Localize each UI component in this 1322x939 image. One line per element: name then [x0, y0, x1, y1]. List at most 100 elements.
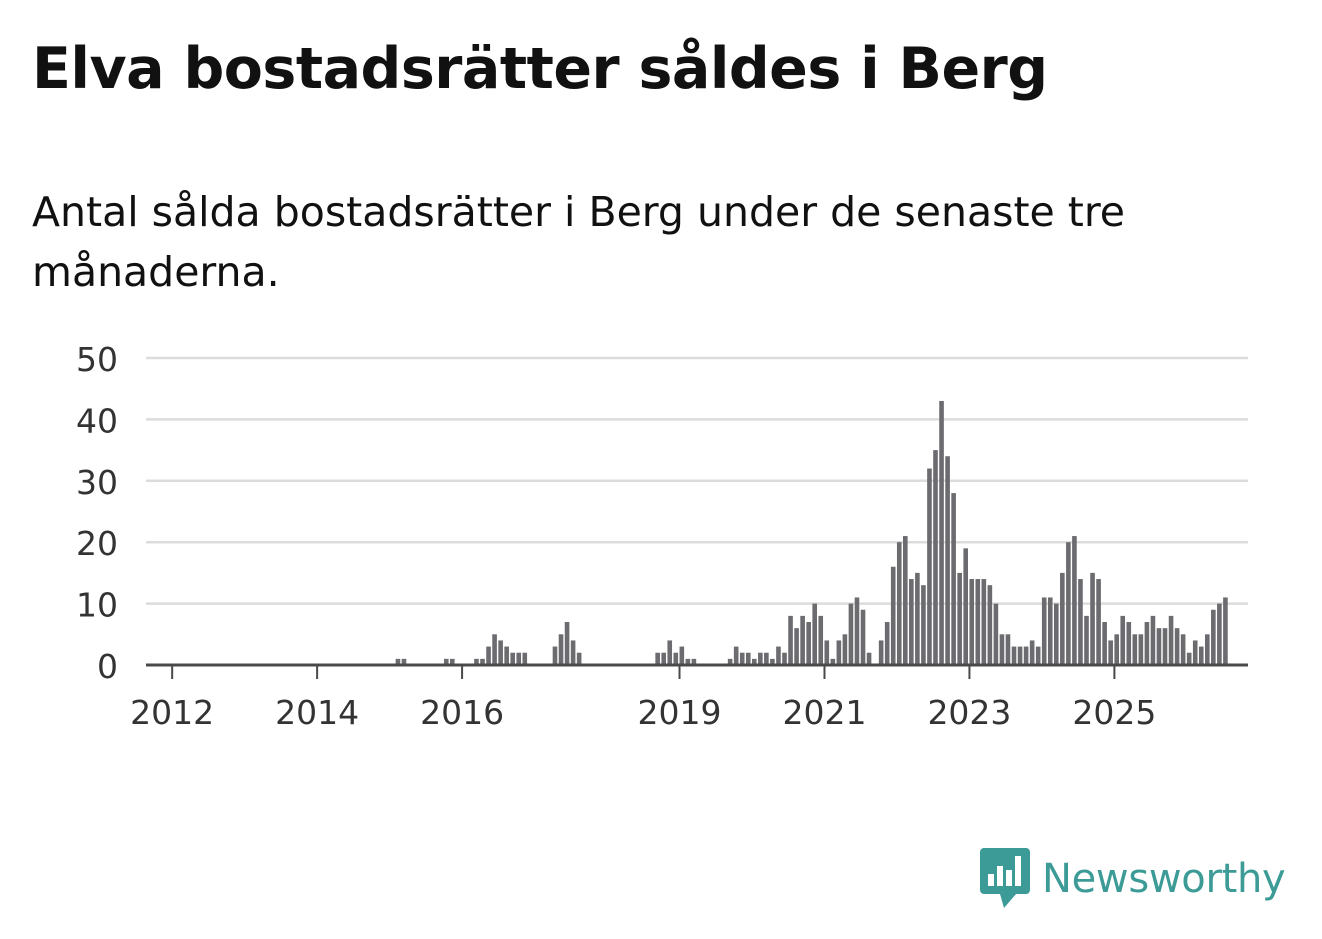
- y-tick-label: 40: [76, 401, 118, 440]
- bar: [800, 615, 805, 665]
- bar: [1150, 615, 1156, 665]
- bar: [824, 640, 830, 665]
- bar: [504, 646, 509, 665]
- chart-subtitle: Antal sålda bostadsrätter i Berg under d…: [32, 188, 1126, 296]
- bar: [933, 450, 938, 665]
- bar: [758, 652, 763, 665]
- bar: [1156, 628, 1162, 665]
- bar: [788, 615, 793, 665]
- brand-name: Newsworthy: [1042, 856, 1286, 902]
- bar: [782, 652, 787, 665]
- x-tick-label: 2012: [130, 693, 214, 732]
- bar: [999, 634, 1005, 665]
- bar: [860, 609, 866, 665]
- bar: [945, 456, 950, 665]
- bar: [842, 634, 848, 665]
- bar: [981, 579, 987, 665]
- bar: [1108, 640, 1113, 665]
- bar: [764, 652, 769, 665]
- gridlines: [146, 356, 1248, 605]
- bar: [1041, 597, 1047, 665]
- bar: [830, 658, 836, 665]
- bar: [1198, 646, 1204, 665]
- bar: [969, 579, 975, 665]
- bar: [1114, 634, 1119, 665]
- bar: [818, 615, 824, 665]
- bar: [576, 652, 582, 665]
- x-tick-label: 2016: [420, 693, 504, 732]
- bar: [1180, 634, 1186, 665]
- bar: [510, 652, 515, 665]
- bar: [812, 603, 817, 665]
- bar: [1029, 640, 1035, 665]
- bar: [1072, 536, 1077, 665]
- y-tick-label: 10: [76, 586, 118, 625]
- bar: [661, 652, 666, 665]
- x-axis: 2012 2014 2016 2019 2021 2023 2025: [130, 663, 1248, 732]
- bar: [552, 646, 558, 665]
- bar: [1078, 579, 1083, 665]
- bar: [516, 652, 522, 665]
- bar: [1211, 609, 1216, 665]
- y-tick-label: 30: [76, 463, 118, 502]
- bar: [794, 628, 799, 665]
- bar: [993, 603, 999, 665]
- bar: [401, 658, 407, 665]
- bar: [739, 652, 745, 665]
- bar: [848, 603, 854, 665]
- bar: [1035, 646, 1041, 665]
- bar: [806, 622, 811, 665]
- bar: [1126, 622, 1132, 665]
- bar: [1174, 628, 1180, 665]
- x-tick-label: 2021: [782, 693, 866, 732]
- bar: [450, 658, 455, 665]
- bar: [1011, 646, 1017, 665]
- bar: [691, 658, 697, 665]
- bar: [1066, 542, 1071, 665]
- bar: [1096, 579, 1101, 665]
- chart-title: Elva bostadsrätter såldes i Berg: [32, 36, 1048, 102]
- bar: [570, 640, 576, 665]
- bar: [745, 652, 751, 665]
- bar: [498, 640, 503, 665]
- bar: [1144, 622, 1150, 665]
- bar: [752, 658, 757, 665]
- bar: [1132, 634, 1138, 665]
- bar: [655, 652, 660, 665]
- bar: [975, 579, 981, 665]
- bar: [866, 652, 872, 665]
- bar: [492, 634, 497, 665]
- bar: [1205, 634, 1210, 665]
- bar: [1084, 615, 1089, 665]
- bar: [987, 585, 993, 665]
- bar: [963, 548, 968, 665]
- bar: [770, 658, 775, 665]
- y-axis-ticks: 0 10 20 30 40 50: [76, 340, 118, 686]
- bar: [878, 640, 884, 665]
- bar: [890, 566, 896, 665]
- highlight-data-label: 11: [1232, 0, 1274, 8]
- bar: [896, 542, 902, 665]
- bar: [1005, 634, 1011, 665]
- bar: [939, 400, 944, 665]
- bar: [673, 652, 679, 665]
- bar: [1017, 646, 1023, 665]
- y-tick-label: 50: [76, 340, 118, 379]
- x-tick-label: 2023: [927, 693, 1011, 732]
- bars: [395, 400, 1228, 665]
- bar: [1138, 634, 1144, 665]
- bar: [957, 572, 962, 665]
- bar: [1168, 615, 1174, 665]
- bar: [909, 579, 914, 665]
- bar: [474, 658, 479, 665]
- bar: [1217, 603, 1222, 665]
- bar: [1192, 640, 1198, 665]
- bar: [1162, 628, 1168, 665]
- bar: [884, 622, 890, 665]
- newsworthy-logo: Newsworthy: [980, 848, 1286, 910]
- bar: [921, 585, 926, 665]
- bar: [951, 493, 956, 665]
- bar: [1060, 572, 1065, 665]
- bar: [395, 658, 401, 665]
- x-tick-label: 2019: [638, 693, 722, 732]
